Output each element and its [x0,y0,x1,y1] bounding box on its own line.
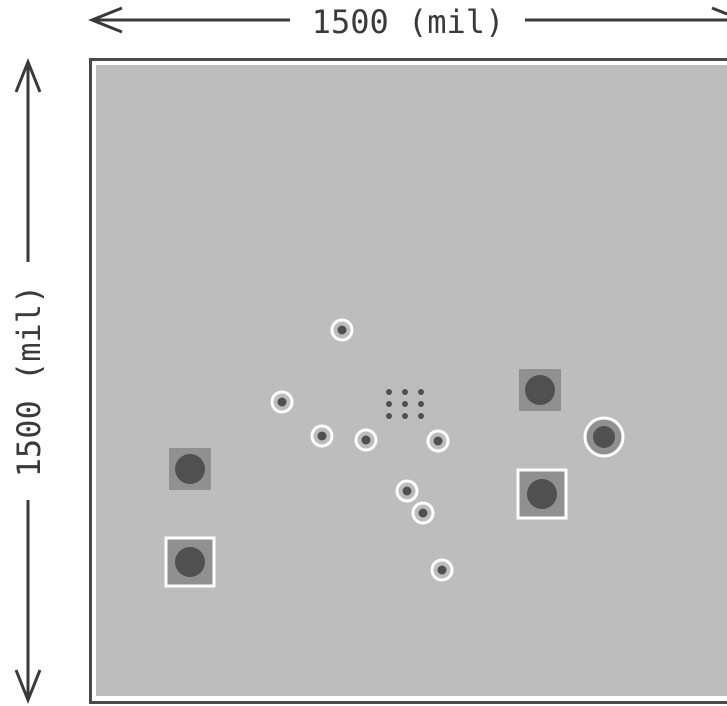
square-pad [519,369,561,411]
square-pad-outlined [164,536,216,588]
board [89,58,727,704]
via [411,501,435,525]
board-surface [96,65,727,696]
round-pad-large [583,416,625,458]
via [330,318,354,342]
via [310,424,334,448]
height-dimension: 1500 (mil) [10,57,48,705]
width-dimension-label: 1500 (mil) [312,3,505,41]
square-pad [169,448,211,490]
via [270,390,294,414]
square-pad-outlined [516,468,568,520]
width-dim-arrow-right [711,6,727,16]
height-dim-arrow-top [14,57,42,93]
thermal-via-grid [386,389,424,419]
via [395,479,419,503]
height-dim-arrow-bottom [14,669,42,705]
width-dimension: 1500 (mil) [87,3,727,41]
height-dimension-label: 1500 (mil) [10,285,48,478]
width-dim-arrow-left [87,6,123,34]
via [354,428,378,452]
via [430,558,454,582]
vias [270,318,454,582]
square-pads [164,369,568,588]
via [426,429,450,453]
